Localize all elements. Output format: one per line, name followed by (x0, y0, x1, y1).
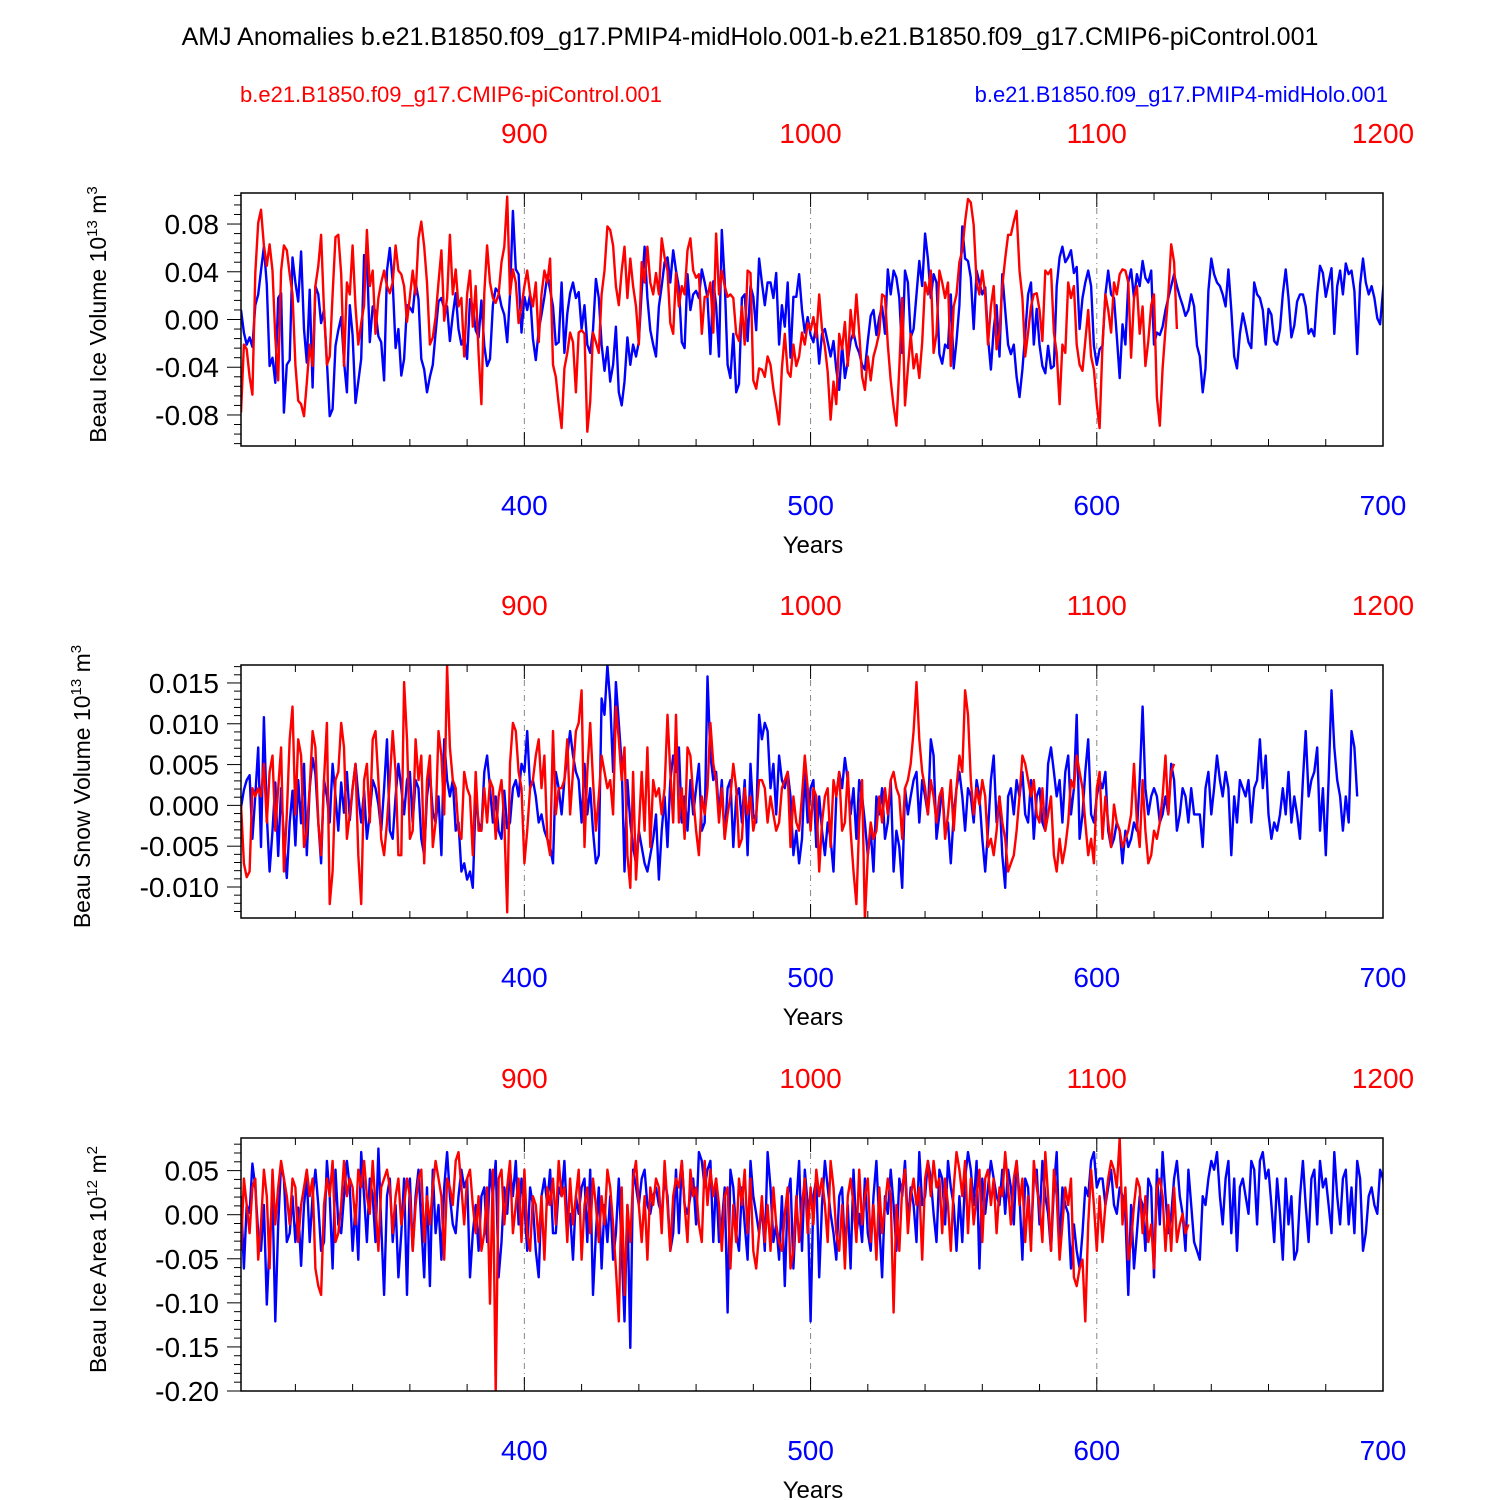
top-x-tick-label: 900 (501, 118, 548, 149)
x-tick-label: 600 (1073, 1435, 1120, 1466)
series-line-control (241, 195, 1179, 433)
y-axis-label: Beau Ice Area 1012 m2 (84, 1146, 111, 1373)
y-tick-label: -0.08 (155, 400, 219, 431)
x-axis-label: Years (783, 532, 844, 559)
legend-midholo-label: b.e21.B1850.f09_g17.PMIP4-midHolo.001 (975, 82, 1388, 107)
y-tick-label: 0.00 (165, 305, 220, 336)
y-tick-label: -0.005 (140, 831, 219, 862)
y-tick-label: 0.005 (149, 750, 219, 781)
top-x-tick-label: 1200 (1352, 1063, 1414, 1094)
y-tick-label: 0.08 (165, 209, 220, 240)
y-tick-label: -0.10 (155, 1288, 219, 1319)
y-axis-label-unit-exponent: 3 (84, 186, 101, 194)
x-tick-label: 500 (787, 1435, 834, 1466)
y-axis-label-exponent: 13 (68, 679, 85, 696)
series-line-control (241, 1138, 1190, 1391)
y-tick-label: -0.04 (155, 352, 219, 383)
top-x-tick-label: 900 (501, 590, 548, 621)
series-line-midholo (241, 209, 1383, 418)
y-tick-label: 0.04 (165, 257, 220, 288)
top-x-tick-label: 1200 (1352, 590, 1414, 621)
top-x-tick-label: 1000 (779, 1063, 841, 1094)
y-axis-label-unit: m (85, 1154, 111, 1180)
plot-frame (240, 1137, 1384, 1392)
panel-ice-volume: 400 500 600 700 900 1000 1100 1200 Years -0.08 -0.… (84, 118, 1414, 559)
x-tick-label: 700 (1360, 962, 1407, 993)
y-tick-label: 0.05 (165, 1156, 220, 1187)
y-axis-label-unit: m (69, 653, 95, 679)
top-x-tick-label: 1100 (1067, 1063, 1127, 1094)
x-tick-label: 700 (1360, 1435, 1407, 1466)
x-tick-label: 400 (501, 962, 548, 993)
x-tick-label: 400 (501, 490, 548, 521)
x-tick-label: 500 (787, 490, 834, 521)
y-axis-label-main: Beau Ice Volume 10 (85, 237, 111, 443)
x-tick-label: 400 (501, 1435, 548, 1466)
y-tick-label: -0.20 (155, 1376, 219, 1407)
x-tick-label: 600 (1073, 490, 1120, 521)
x-tick-label: 600 (1073, 962, 1120, 993)
y-axis-label: Beau Ice Volume 1013 m3 (84, 186, 111, 442)
legend-control-label: b.e21.B1850.f09_g17.CMIP6-piControl.001 (240, 82, 662, 107)
x-axis-label: Years (783, 1004, 844, 1031)
x-tick-label: 500 (787, 962, 834, 993)
x-axis-label: Years (783, 1477, 844, 1500)
panel-ice-area: 400 500 600 700 900 1000 1100 1200 Years -0.20 -0.… (84, 1063, 1414, 1500)
y-tick-label: -0.05 (155, 1244, 219, 1275)
y-tick-label: -0.15 (155, 1332, 219, 1363)
top-x-tick-label: 1200 (1352, 118, 1414, 149)
y-axis-label-unit-exponent: 3 (68, 645, 85, 653)
series-line-midholo (241, 1147, 1383, 1350)
panel-snow-volume: 400 500 600 700 900 1000 1100 1200 Years -0.010 -0… (68, 590, 1414, 1031)
plot-frame (240, 664, 1384, 919)
top-x-tick-label: 1000 (779, 590, 841, 621)
series-line-control (241, 665, 1176, 918)
y-tick-label: 0.015 (149, 668, 219, 699)
y-tick-label: 0.000 (149, 790, 219, 821)
top-x-tick-label: 1100 (1067, 590, 1127, 621)
y-axis-label-exponent: 13 (84, 220, 101, 237)
figure-title: AMJ Anomalies b.e21.B1850.f09_g17.PMIP4-… (182, 23, 1319, 51)
y-axis-label-main: Beau Snow Volume 10 (69, 695, 95, 928)
y-axis-label-unit: m (85, 195, 111, 221)
y-axis-label-exponent: 12 (84, 1180, 101, 1197)
y-axis-label: Beau Snow Volume 1013 m3 (68, 645, 95, 928)
top-x-tick-label: 1000 (779, 118, 841, 149)
y-tick-label: 0.010 (149, 709, 219, 740)
y-axis-label-main: Beau Ice Area 10 (85, 1197, 111, 1373)
x-tick-label: 700 (1360, 490, 1407, 521)
y-tick-label: -0.010 (140, 872, 219, 903)
top-x-tick-label: 1100 (1067, 118, 1127, 149)
top-x-tick-label: 900 (501, 1063, 548, 1094)
y-tick-label: 0.00 (165, 1200, 220, 1231)
y-axis-label-unit-exponent: 2 (84, 1146, 101, 1154)
